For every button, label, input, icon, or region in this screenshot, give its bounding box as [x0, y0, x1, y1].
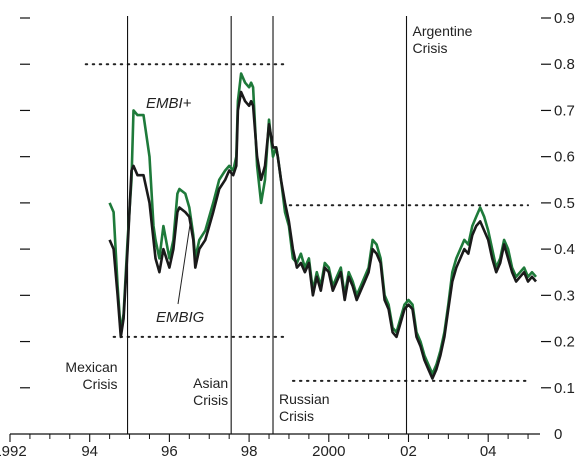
crisis-label-3-1: Crisis: [413, 40, 448, 56]
y-tick-label-4: 0.5: [554, 195, 575, 212]
series-label-1: EMBIG: [156, 309, 205, 326]
x-tick-label-4: 2000: [312, 443, 345, 460]
y-tick-label-6: 0.3: [554, 287, 575, 304]
y-tick-label-9: 0: [554, 426, 562, 443]
x-tick-label-2: 96: [161, 443, 178, 460]
x-tick-label-1: 94: [81, 443, 98, 460]
crisis-label-2-1: Crisis: [279, 408, 314, 424]
series-line-embi-: [108, 72, 537, 376]
series-line-embig: [108, 90, 537, 380]
y-tick-label-5: 0.4: [554, 241, 575, 258]
x-tick-label-5: 02: [400, 443, 417, 460]
reference-lines: [84, 63, 530, 382]
crisis-label-1-1: Crisis: [193, 392, 228, 408]
x-tick-label-6: 04: [480, 443, 497, 460]
series-layer: [108, 72, 537, 380]
crisis-lines: [127, 16, 408, 434]
y-tick-label-8: 0.1: [554, 380, 575, 397]
y-tick-label-3: 0.6: [554, 149, 575, 166]
crisis-label-1-0: Asian: [193, 375, 228, 391]
y-tick-label-0: 0.9: [554, 10, 575, 27]
x-tick-label-0: 1992: [0, 443, 27, 460]
crisis-label-2-0: Russian: [279, 391, 330, 407]
y-tick-label-1: 0.8: [554, 56, 575, 73]
crisis-label-0-1: Crisis: [83, 376, 118, 392]
y-tick-label-7: 0.2: [554, 334, 575, 351]
x-tick-label-3: 98: [241, 443, 258, 460]
axes: 1992 94 96 98 2000 02 04 0.9 0.8 0.7 0.6 0.5 0.4 0.3 0…: [0, 10, 575, 460]
embig-leader-line: [177, 217, 192, 305]
crisis-label-3-0: Argentine: [413, 23, 473, 39]
series-label-0: EMBI+: [146, 95, 192, 112]
crisis-label-0-0: Mexican: [65, 359, 117, 375]
y-tick-label-2: 0.7: [554, 102, 575, 119]
